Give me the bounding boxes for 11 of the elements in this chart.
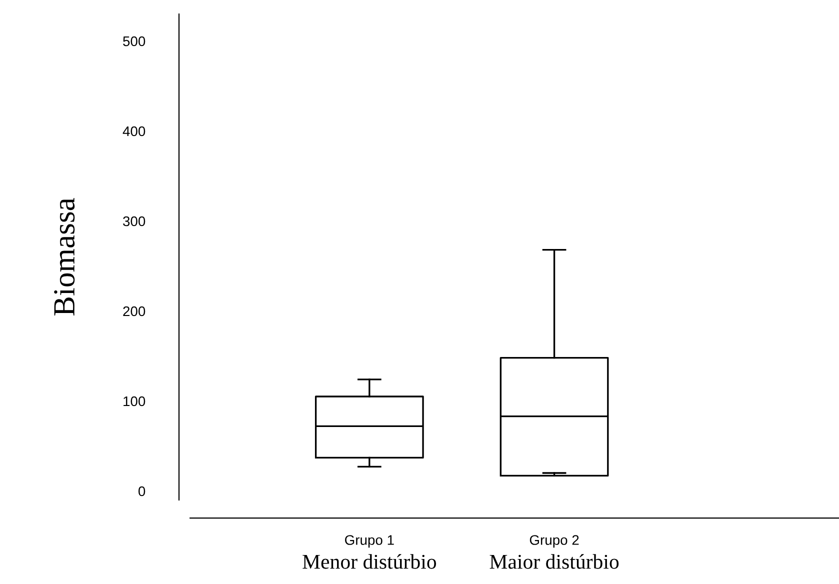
y-axis-title: Biomassa	[54, 198, 75, 316]
text: Menor distúrbio	[302, 554, 436, 569]
y-tick-label: 400	[122, 126, 146, 136]
y-tick-label: 200	[123, 306, 146, 316]
y-tick-label: 300	[123, 216, 146, 226]
x-tick-label: Grupo 2	[530, 535, 579, 548]
y-tick-label: 500	[123, 36, 146, 46]
text: Maior distúrbio	[490, 554, 619, 569]
y-tick-label: 0	[138, 486, 146, 496]
y-tick-label: 100	[124, 396, 146, 406]
x-tick-label: Grupo 1	[345, 535, 394, 548]
